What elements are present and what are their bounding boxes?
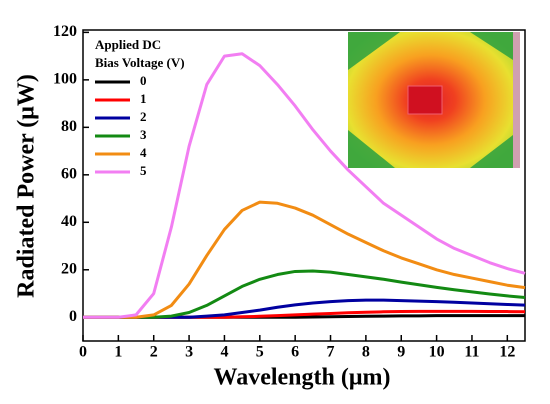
legend-title: Applied DC [95,37,161,52]
series-line [83,52,526,319]
x-tick-label: 11 [464,344,479,361]
x-tick-label: 2 [150,344,158,361]
x-tick-label: 9 [397,344,405,361]
legend-label: 5 [140,163,147,178]
y-tick-label: 120 [53,23,77,40]
legend-label: 1 [140,91,147,106]
legend-label: 0 [140,73,147,88]
legend-title: Bias Voltage (V) [95,55,185,70]
x-tick-label: 6 [291,344,299,361]
x-tick-label: 3 [185,344,193,361]
y-axis-label: Radiated Power (μW) [14,74,40,298]
x-axis-label: Wavelength (μm) [214,365,391,391]
x-tick-label: 8 [362,344,370,361]
x-tick-label: 4 [220,344,228,361]
x-tick-label: 7 [327,344,335,361]
legend-label: 3 [140,127,147,142]
series-line [83,269,526,319]
y-tick-label: 20 [61,260,77,277]
y-tick-label: 100 [53,71,77,88]
x-tick-label: 12 [499,344,515,361]
x-tick-label: 0 [79,344,87,361]
y-tick-label: 40 [61,213,77,230]
legend-label: 4 [140,145,147,160]
x-tick-label: 5 [256,344,264,361]
series-line [83,200,526,319]
inset-thermal-image [348,32,520,168]
y-tick-label: 0 [69,308,77,325]
x-tick-label: 1 [114,344,122,361]
legend-label: 2 [140,109,147,124]
plot-frame [82,29,526,342]
y-tick-label: 60 [61,165,77,182]
x-tick-label: 10 [429,344,445,361]
y-tick-label: 80 [61,118,77,135]
